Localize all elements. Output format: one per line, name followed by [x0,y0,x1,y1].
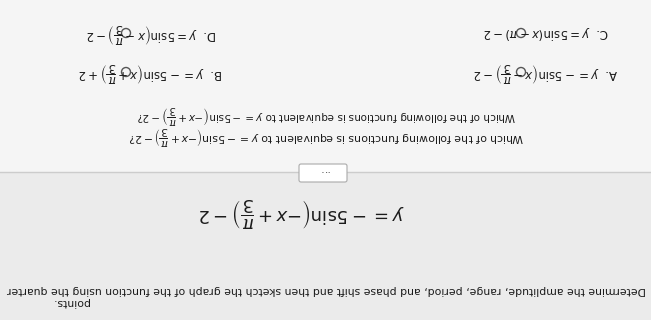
Text: points.: points. [53,297,89,307]
Bar [0,172,651,320]
Bar [0,0,651,172]
Text: A.  $y = -5\sin\!\left(x - \dfrac{\pi}{3}\right) - 2$: A. $y = -5\sin\!\left(x - \dfrac{\pi}{3}… [474,60,618,84]
Text: ...: ... [318,168,329,178]
FancyBboxPatch shape [299,164,347,182]
Text: $y = -5\sin\!\left(-x + \dfrac{\pi}{3}\right) - 2$: $y = -5\sin\!\left(-x + \dfrac{\pi}{3}\r… [198,196,404,228]
Text: Determine the amplitude, range, period, and phase shift and then sketch the grap: Determine the amplitude, range, period, … [7,285,646,295]
Text: B.  $y = -5\sin\!\left(x + \dfrac{\pi}{3}\right) + 2$: B. $y = -5\sin\!\left(x + \dfrac{\pi}{3}… [79,60,223,84]
Text: C.  $y = 5\sin(x - \pi) - 2$: C. $y = 5\sin(x - \pi) - 2$ [483,25,609,42]
Text: Which of the following functions is equivalent to $y = -5\sin\!\left(-x + \dfrac: Which of the following functions is equi… [128,124,524,146]
Text: D.  $y = 5\sin\!\left(x - \dfrac{\pi}{3}\right) - 2$: D. $y = 5\sin\!\left(x - \dfrac{\pi}{3}\… [85,21,217,45]
Text: Which of the following functions is equivalent to $y = -5\sin\!\left(-x + \dfrac: Which of the following functions is equi… [136,104,516,126]
